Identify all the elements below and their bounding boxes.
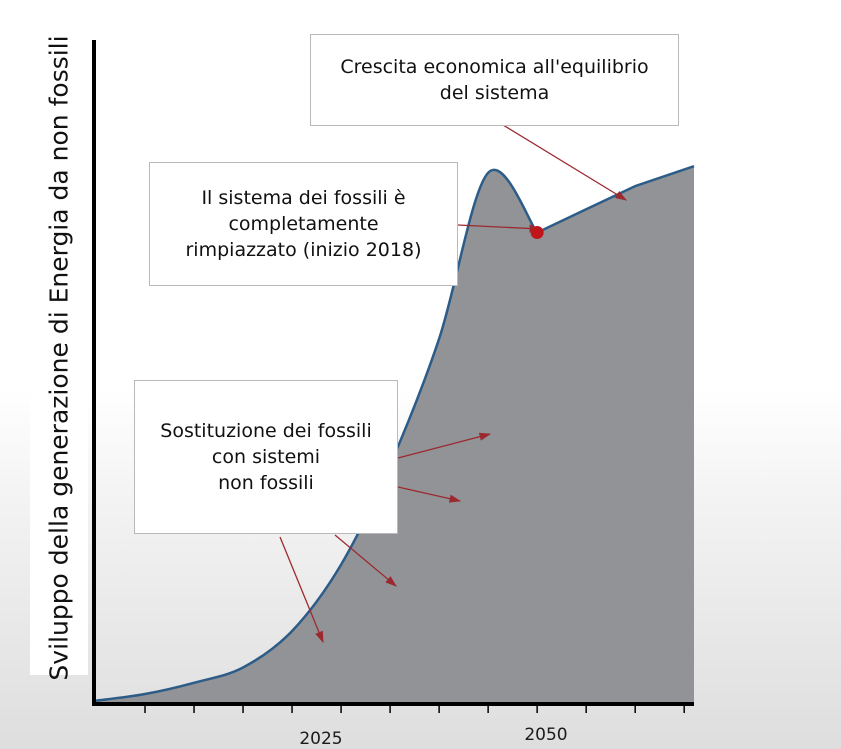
x-ticks bbox=[144, 704, 685, 713]
callout-equilibrium-text: Crescita economica all'equilibrio del si… bbox=[340, 55, 649, 104]
annotation-arrow bbox=[397, 486, 462, 503]
callout-fossils-replaced: Il sistema dei fossili è completamente r… bbox=[149, 162, 458, 286]
callout-substitution: Sostituzione dei fossili con sistemi non… bbox=[134, 380, 398, 534]
highlight-point bbox=[530, 226, 544, 240]
series-line bbox=[95, 165, 695, 702]
y-axis-label: Sviluppo della generazione di Energia da… bbox=[44, 35, 74, 681]
callout-equilibrium: Crescita economica all'equilibrio del si… bbox=[310, 34, 679, 126]
area-fill bbox=[96, 166, 694, 704]
callout-fossils-replaced-text: Il sistema dei fossili è completamente r… bbox=[185, 186, 422, 262]
tick-label-2050: 2050 bbox=[524, 725, 567, 745]
annotation-arrows bbox=[279, 124, 627, 644]
y-axis-label-box: Sviluppo della generazione di Energia da… bbox=[30, 35, 88, 681]
annotation-arrow bbox=[334, 534, 397, 587]
callout-substitution-text: Sostituzione dei fossili con sistemi non… bbox=[160, 419, 372, 495]
annotation-arrow bbox=[397, 432, 492, 459]
annotation-arrow bbox=[502, 124, 627, 201]
annotation-arrow bbox=[457, 224, 542, 233]
annotation-arrow bbox=[279, 536, 324, 644]
tick-label-2025: 2025 bbox=[299, 729, 342, 749]
